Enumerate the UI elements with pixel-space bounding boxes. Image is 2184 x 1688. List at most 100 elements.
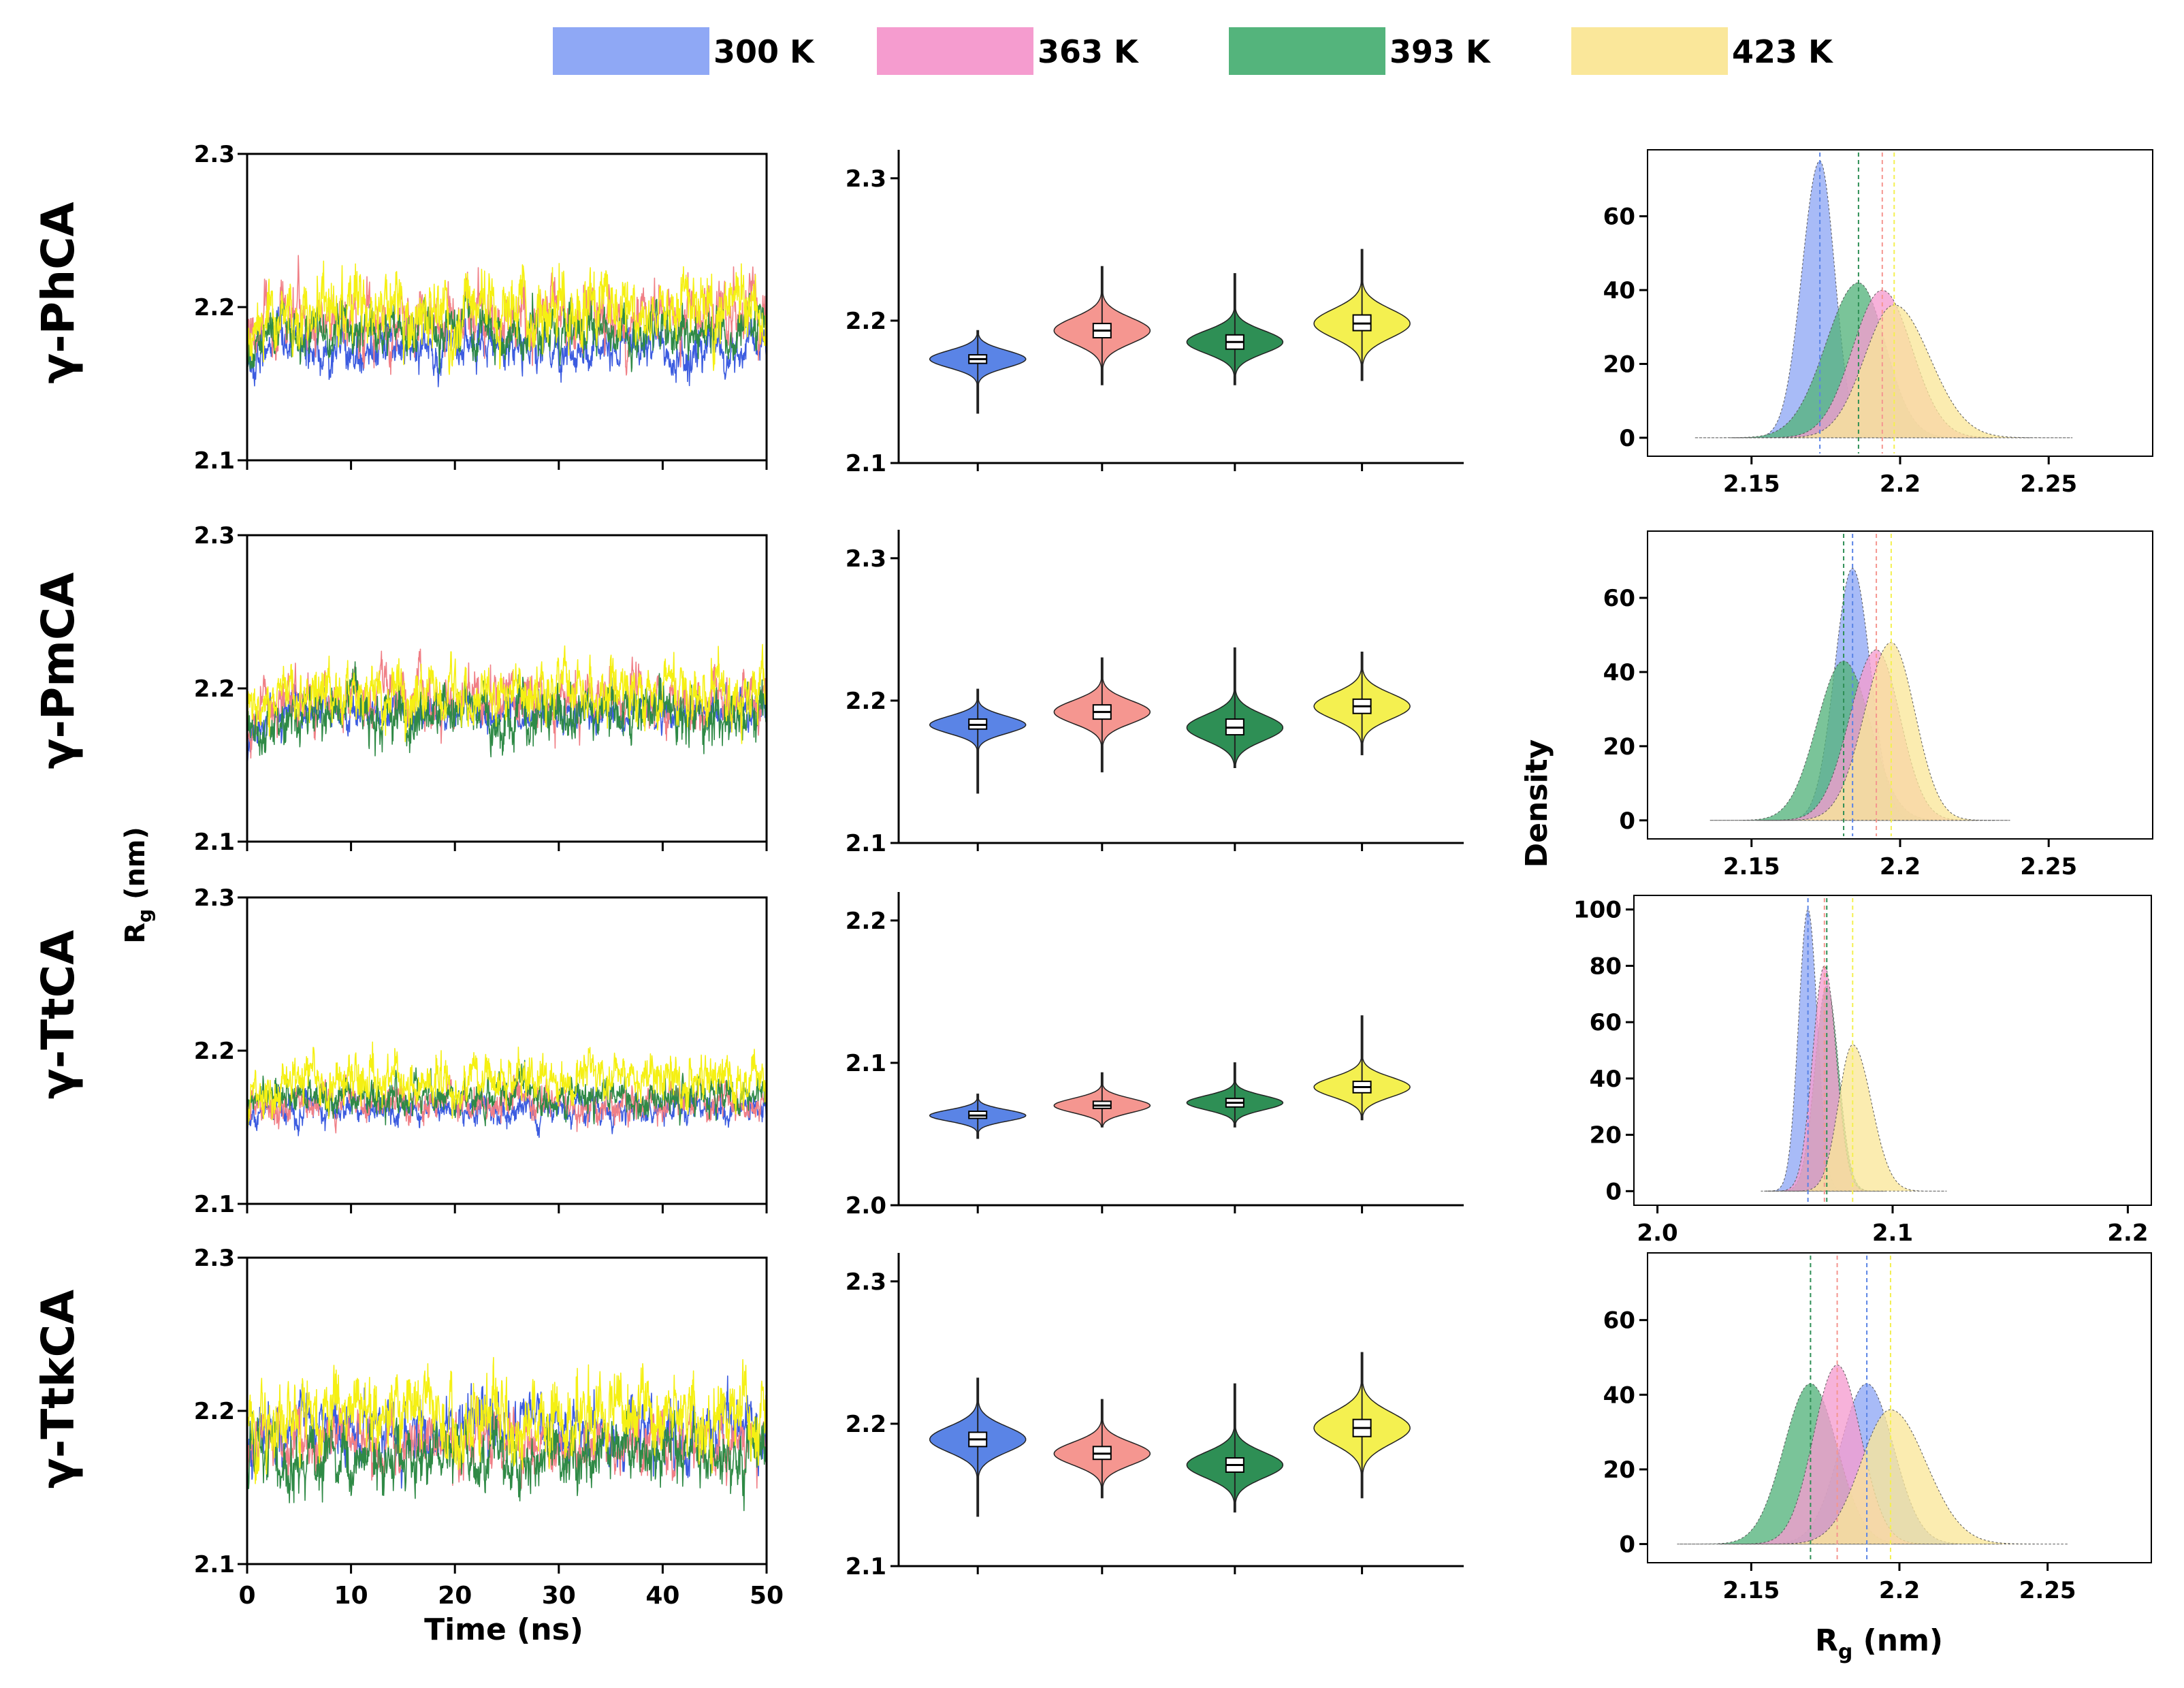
density-area <box>1746 304 2073 439</box>
series-line <box>246 1408 767 1512</box>
y-tick-label: 20 <box>1603 733 1635 761</box>
x-tick-label: 30 <box>542 1582 576 1610</box>
legend-label: 363 K <box>1038 33 1140 70</box>
x-tick-label: 2.2 <box>2107 1220 2148 1247</box>
y-tick-label: 2.2 <box>846 308 886 335</box>
legend-swatch <box>877 27 1033 75</box>
x-tick-label: 2.15 <box>1723 471 1780 498</box>
violin-panels: 2.1 2.2 2.3 2.1 2.2 2.3 2.0 2.1 2.2 2.1 2.2 2.3 <box>846 150 1464 1580</box>
y-tick-label: 40 <box>1590 1066 1622 1093</box>
y-tick-label: 2.3 <box>194 522 235 550</box>
y-tick-label: 2.3 <box>194 885 235 912</box>
x-tick-label: 2.2 <box>1880 471 1921 498</box>
y-tick-label: 2.1 <box>194 447 235 475</box>
x-tick-label: 50 <box>750 1582 784 1610</box>
protein-row-label: γ-PmCA <box>32 572 84 769</box>
y-tick-label: 20 <box>1590 1122 1622 1149</box>
timeseries-panel: 2.1 2.2 2.3 0 10 20 30 40 50 <box>194 1245 784 1610</box>
y-tick-label: 2.2 <box>194 675 235 703</box>
x-tick-label: 2.2 <box>1880 853 1921 880</box>
y-tick-label: 60 <box>1603 1307 1635 1335</box>
series-line <box>246 260 767 375</box>
timeseries-panel: 2.1 2.2 2.3 <box>194 522 768 856</box>
legend-swatch <box>553 27 709 75</box>
y-tick-label: 2.2 <box>194 294 235 321</box>
density-panel: 0 20 40 60 80 100 2.0 2.1 2.2 <box>1573 895 2152 1247</box>
violin-panel: 2.1 2.2 2.3 <box>846 150 1464 477</box>
x-tick-label: 2.25 <box>2019 1577 2076 1604</box>
density-panel: 0 20 40 60 2.15 2.2 2.25 <box>1603 149 2153 498</box>
time-axis-title: Time (ns) <box>424 1612 583 1647</box>
x-tick-label: 20 <box>438 1582 472 1610</box>
x-tick-label: 2.0 <box>1637 1220 1677 1247</box>
y-tick-label: 100 <box>1573 897 1622 924</box>
y-tick-label: 2.2 <box>846 908 886 935</box>
y-tick-label: 2.1 <box>846 450 886 477</box>
x-tick-label: 2.1 <box>1872 1220 1913 1247</box>
y-tick-label: 2.1 <box>846 1050 886 1077</box>
y-tick-label: 2.2 <box>846 688 886 715</box>
violin-panel: 2.0 2.1 2.2 <box>846 892 1464 1220</box>
time-series-panels: 2.12.22.32.12.22.32.12.22.32.12.22.30 10 2… <box>194 141 784 1610</box>
protein-row-labels: γ-PhCA γ-PmCA γ-TtCA γ-TtkCA <box>32 202 84 1488</box>
protein-row-label: γ-TtCA <box>32 930 84 1099</box>
axes-frame <box>246 896 768 1205</box>
protein-row-label: γ-TtkCA <box>32 1290 84 1488</box>
y-tick-label: 40 <box>1603 277 1635 304</box>
y-tick-label: 2.2 <box>194 1038 235 1065</box>
y-tick-label: 2.3 <box>846 165 886 193</box>
density-area <box>1757 642 2010 821</box>
axes-frame <box>1633 895 2152 1206</box>
legend: 300 K 363 K 393 K 423 K <box>553 27 1834 75</box>
density-area <box>1718 1364 1956 1545</box>
protein-row-label: γ-PhCA <box>32 202 84 383</box>
x-tick-label: 2.25 <box>2020 471 2077 498</box>
legend-label: 300 K <box>713 33 816 70</box>
legend-label: 423 K <box>1732 33 1834 70</box>
x-tick-label: 10 <box>334 1582 368 1610</box>
legend-swatch <box>1229 27 1385 75</box>
density-panels: 0 20 40 60 2.15 2.2 2.25 0 20 40 60 2.15 2.2 2.25 0 20 4… <box>1573 149 2153 1604</box>
density-panel: 0 20 40 60 2.15 2.2 2.25 <box>1603 1252 2152 1604</box>
violin-panel: 2.1 2.2 2.3 <box>846 530 1464 857</box>
y-tick-label: 0 <box>1619 808 1635 835</box>
timeseries-panel: 2.1 2.2 2.3 <box>194 885 768 1218</box>
y-tick-label: 40 <box>1603 1382 1635 1409</box>
density-axis-title: Density <box>1520 739 1554 868</box>
y-tick-label: 2.1 <box>846 1553 886 1580</box>
y-tick-label: 2.3 <box>846 545 886 573</box>
density-area <box>1742 1409 2069 1545</box>
y-tick-label: 2.1 <box>846 830 886 857</box>
y-tick-label: 0 <box>1605 1178 1622 1205</box>
x-tick-label: 2.2 <box>1879 1577 1920 1604</box>
y-tick-label: 0 <box>1619 1531 1635 1559</box>
y-tick-label: 2.1 <box>194 1191 235 1218</box>
y-tick-label: 60 <box>1590 1009 1622 1036</box>
y-tick-label: 2.1 <box>194 829 235 856</box>
y-tick-label: 80 <box>1590 953 1622 980</box>
y-tick-label: 60 <box>1603 585 1635 612</box>
y-tick-label: 2.3 <box>194 141 235 168</box>
x-tick-label: 2.15 <box>1723 853 1780 880</box>
legend-label: 393 K <box>1390 33 1492 70</box>
series-line <box>246 1356 767 1484</box>
y-tick-label: 2.0 <box>846 1192 886 1220</box>
series-line <box>246 643 767 744</box>
y-tick-label: 40 <box>1603 659 1635 686</box>
density-panel: 0 20 40 60 2.15 2.2 2.25 <box>1603 530 2153 880</box>
timeseries-panel: 2.1 2.2 2.3 <box>194 141 768 475</box>
y-tick-label: 2.2 <box>846 1411 886 1438</box>
y-tick-label: 60 <box>1603 204 1635 231</box>
density-area <box>1782 1044 1947 1192</box>
y-tick-label: 20 <box>1603 351 1635 378</box>
series-line <box>246 1041 767 1126</box>
y-tick-label: 2.3 <box>846 1269 886 1296</box>
x-tick-label: 2.25 <box>2020 853 2077 880</box>
y-tick-label: 2.3 <box>194 1245 235 1272</box>
legend-swatch <box>1571 27 1728 75</box>
x-tick-label: 2.15 <box>1722 1577 1780 1604</box>
x-tick-label: 40 <box>645 1582 679 1610</box>
y-tick-label: 0 <box>1619 425 1635 452</box>
x-tick-label: 0 <box>238 1582 255 1610</box>
